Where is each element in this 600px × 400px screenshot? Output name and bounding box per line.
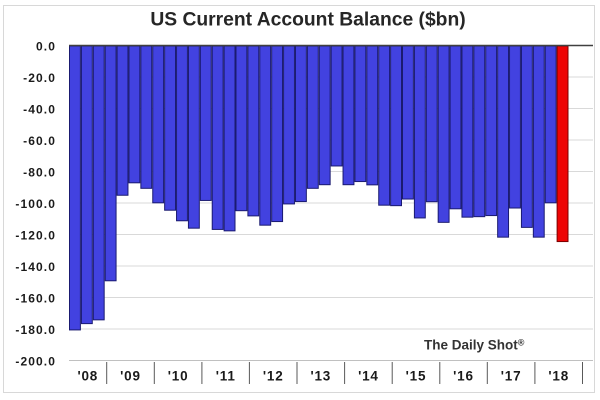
- svg-text:'12: '12: [263, 369, 284, 384]
- svg-text:-60.0: -60.0: [23, 134, 56, 148]
- svg-text:US Current Account Balance ($b: US Current Account Balance ($bn): [150, 10, 465, 31]
- svg-text:-20.0: -20.0: [23, 71, 56, 85]
- svg-text:'13: '13: [310, 369, 331, 384]
- svg-text:-140.0: -140.0: [15, 260, 56, 274]
- svg-text:'18: '18: [548, 369, 569, 384]
- svg-text:'17: '17: [501, 369, 522, 384]
- svg-text:0.0: 0.0: [36, 40, 56, 54]
- svg-text:-160.0: -160.0: [15, 292, 56, 306]
- svg-text:The Daily Shot®: The Daily Shot®: [424, 338, 525, 353]
- svg-text:-80.0: -80.0: [23, 166, 56, 180]
- svg-text:'15: '15: [406, 369, 427, 384]
- svg-text:-100.0: -100.0: [15, 197, 56, 211]
- svg-text:'09: '09: [120, 369, 141, 384]
- svg-text:-40.0: -40.0: [23, 103, 56, 117]
- svg-text:'11: '11: [216, 369, 236, 384]
- svg-text:'14: '14: [358, 369, 379, 384]
- svg-text:'08: '08: [77, 369, 98, 384]
- svg-text:-180.0: -180.0: [15, 323, 56, 337]
- svg-text:-120.0: -120.0: [15, 229, 56, 243]
- svg-text:'10: '10: [168, 369, 189, 384]
- svg-text:'16: '16: [453, 369, 474, 384]
- svg-text:-200.0: -200.0: [15, 355, 56, 369]
